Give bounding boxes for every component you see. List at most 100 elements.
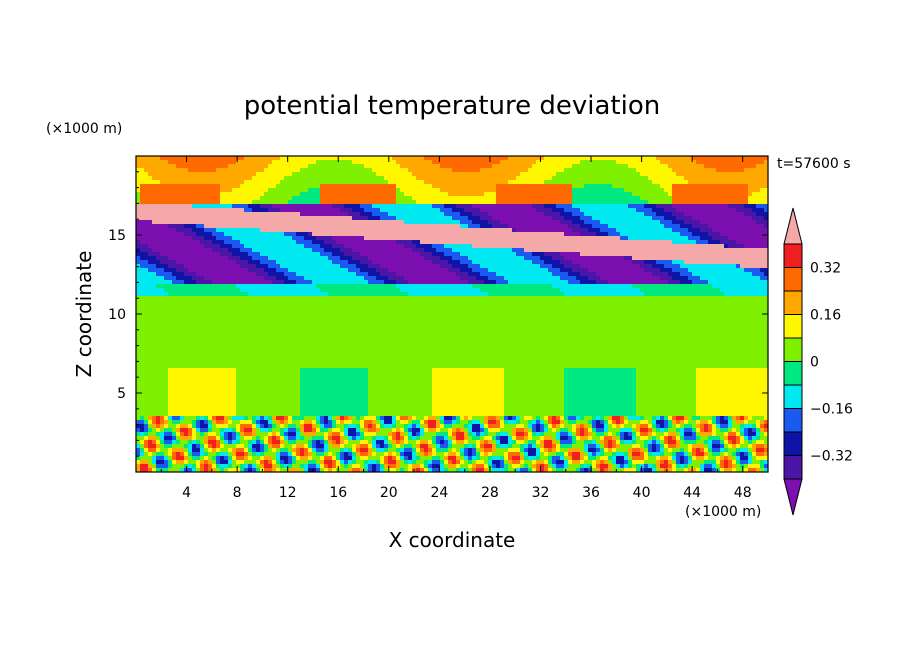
heatmap-cell [200,400,205,405]
heatmap-cell [240,408,245,413]
heatmap-cell [224,220,229,225]
heatmap-cell [344,308,349,313]
heatmap-cell [256,384,261,389]
heatmap-cell [144,280,149,285]
heatmap-cell [308,336,313,341]
heatmap-cell [268,224,273,229]
heatmap-cell [184,376,189,381]
heatmap-cell [332,280,337,285]
heatmap-cell [232,200,237,205]
heatmap-cell [164,284,169,289]
heatmap-cell [172,296,177,301]
heatmap-cell [168,308,173,313]
heatmap-cell [384,284,389,289]
heatmap-cell [220,400,225,405]
heatmap-cell [364,248,369,253]
heatmap-cell [376,260,381,265]
heatmap-cell [336,224,341,229]
heatmap-cell [364,236,369,241]
heatmap-cell [296,456,301,461]
heatmap-cell [344,352,349,357]
heatmap-cell [256,220,261,225]
heatmap-cell [236,248,241,253]
heatmap-cell [284,236,289,241]
heatmap-cell [364,212,369,217]
heatmap-cell [288,336,293,341]
heatmap-cell [272,180,277,185]
heatmap-cell [276,368,281,373]
heatmap-cell [188,236,193,241]
heatmap-cell [144,264,149,269]
heatmap-cell [180,216,185,221]
heatmap-cell [136,304,141,309]
heatmap-cell [164,432,169,437]
heatmap-cell [208,204,213,209]
heatmap-cell [252,264,257,269]
heatmap-cell [272,208,277,213]
heatmap-cell [356,216,361,221]
heatmap-cell [216,300,221,305]
heatmap-cell [292,344,297,349]
heatmap-cell [212,256,217,261]
heatmap-cell [352,248,357,253]
heatmap-cell [276,456,281,461]
heatmap-cell [148,292,153,297]
heatmap-cell [188,244,193,249]
heatmap-cell [360,348,365,353]
heatmap-cell [256,284,261,289]
heatmap-cell [136,456,141,461]
heatmap-cell [384,324,389,329]
heatmap-cell [240,444,245,449]
heatmap-cell [176,432,181,437]
heatmap-cell [212,212,217,217]
heatmap-cell [348,156,353,161]
heatmap-cell [332,340,337,345]
heatmap-cell [304,312,309,317]
heatmap-cell [236,416,241,421]
heatmap-cell [348,384,353,389]
heatmap-cell [320,452,325,457]
heatmap-cell [144,196,149,201]
heatmap-cell [160,344,165,349]
heatmap-cell [164,196,169,201]
heatmap-cell [324,272,329,277]
heatmap-cell [324,384,329,389]
heatmap-cell [200,300,205,305]
heatmap-cell [216,352,221,357]
heatmap-cell [364,300,369,305]
heatmap-cell [156,432,161,437]
heatmap-cell [152,228,157,233]
heatmap-cell [340,300,345,305]
heatmap-cell [224,156,229,161]
heatmap-cell [344,160,349,165]
heatmap-cell [380,168,385,173]
heatmap-cell [268,212,273,217]
heatmap-cell [228,284,233,289]
heatmap-cell [352,188,357,193]
heatmap-cell [376,424,381,429]
heatmap-cell [372,332,377,337]
heatmap-cell [208,208,213,213]
heatmap-cell [196,248,201,253]
heatmap-cell [224,204,229,209]
heatmap-cell [284,208,289,213]
heatmap-cell [340,376,345,381]
heatmap-cell [204,360,209,365]
heatmap-cell [292,356,297,361]
heatmap-cell [304,276,309,281]
heatmap-cell [364,176,369,181]
heatmap-cell [352,328,357,333]
heatmap-cell [372,156,377,161]
heatmap-cell [240,452,245,457]
heatmap-cell [276,216,281,221]
heatmap-cell [308,424,313,429]
heatmap-cell [212,308,217,313]
heatmap-cell [312,216,317,221]
heatmap-cell [256,280,261,285]
heatmap-cell [312,428,317,433]
heatmap-cell [304,304,309,309]
heatmap-cell [380,396,385,401]
heatmap-cell [256,464,261,469]
heatmap-cell [312,336,317,341]
heatmap-cell [136,360,141,365]
